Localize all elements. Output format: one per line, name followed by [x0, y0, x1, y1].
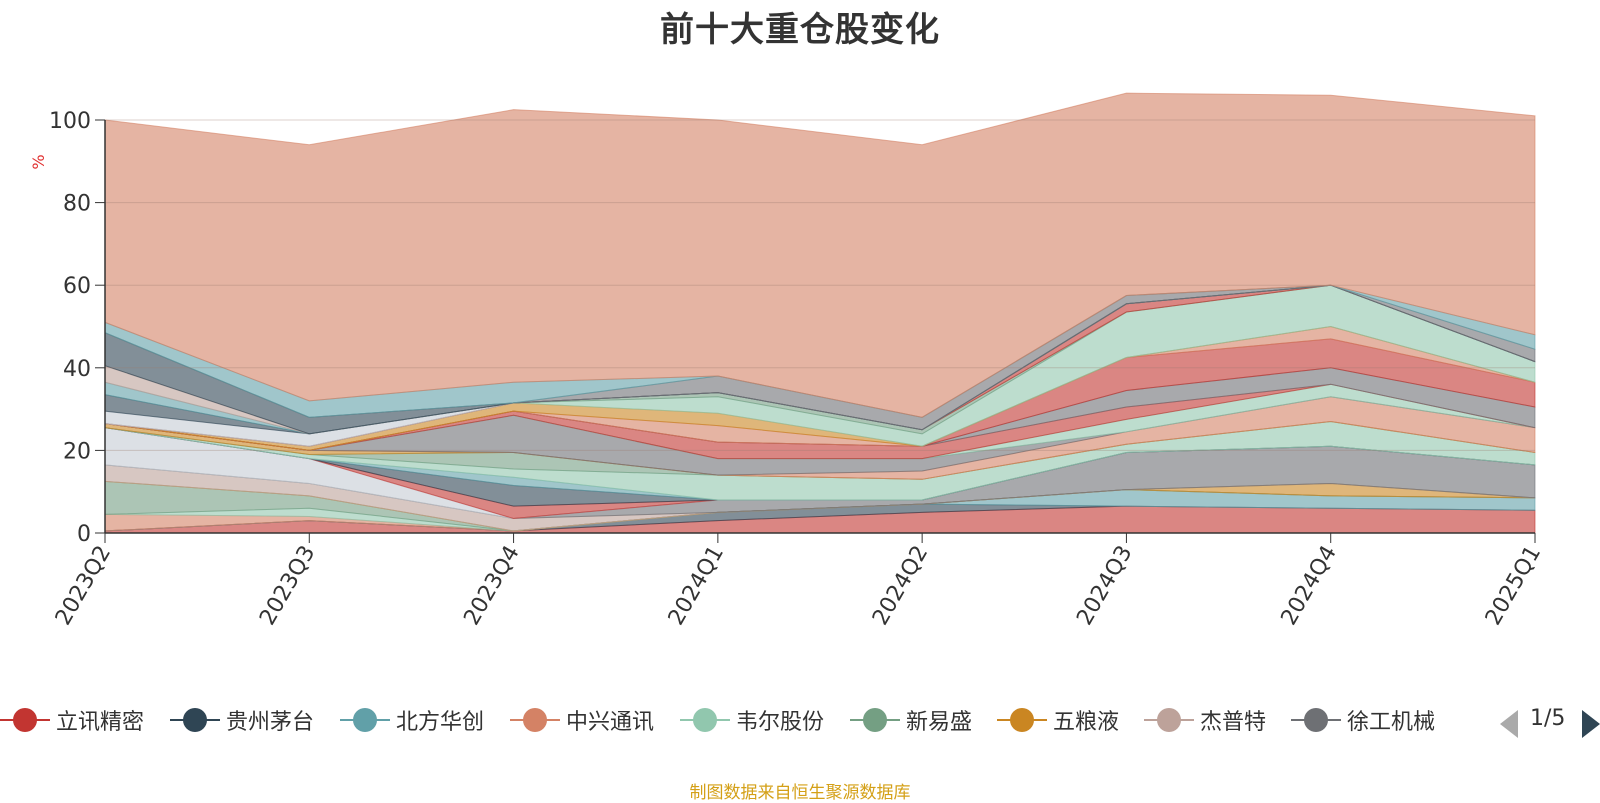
legend-label: 杰普特: [1200, 710, 1267, 735]
legend-page-indicator: 1/5: [1530, 706, 1566, 731]
legend: 立讯精密 贵州茅台 北方华创 中兴通讯 韦尔股份 新易盛 五粮液 杰普特 徐工机械 1/5: [0, 700, 1600, 740]
legend-marker-icon: [340, 700, 390, 740]
legend-label: 韦尔股份: [736, 710, 825, 735]
legend-marker-icon: [680, 700, 730, 740]
x-tick-label-2024Q2: 2024Q2: [868, 542, 933, 630]
legend-prev-icon[interactable]: [1500, 710, 1518, 738]
legend-next-icon[interactable]: [1582, 710, 1600, 738]
legend-marker-icon: [170, 700, 220, 740]
legend-item-4[interactable]: 韦尔股份: [680, 700, 824, 740]
area-series-34: [104, 92, 1536, 418]
x-tick-label-2023Q2: 2023Q2: [51, 542, 116, 630]
source-note: 制图数据来自恒生聚源数据库: [689, 783, 911, 803]
legend-label: 新易盛: [906, 710, 973, 735]
legend-marker-icon: [1144, 700, 1194, 740]
legend-marker-icon: [510, 700, 560, 740]
legend-item-8[interactable]: 徐工机械: [1291, 700, 1435, 740]
legend-marker-icon: [997, 700, 1047, 740]
legend-item-1[interactable]: 贵州茅台: [170, 700, 314, 740]
x-tick-label-2024Q4: 2024Q4: [1277, 542, 1342, 630]
legend-item-3[interactable]: 中兴通讯: [510, 700, 654, 740]
y-tick-label-60: 60: [63, 274, 91, 299]
legend-items: 立讯精密 贵州茅台 北方华创 中兴通讯 韦尔股份 新易盛 五粮液 杰普特 徐工机械: [0, 700, 1480, 740]
legend-label: 北方华创: [396, 710, 485, 735]
legend-label: 立讯精密: [56, 710, 145, 735]
y-tick-label-20: 20: [63, 439, 91, 464]
y-tick-label-80: 80: [63, 192, 91, 217]
x-tick-label-2023Q3: 2023Q3: [255, 542, 320, 630]
legend-item-5[interactable]: 新易盛: [850, 700, 972, 740]
legend-label: 徐工机械: [1347, 710, 1436, 735]
legend-item-0[interactable]: 立讯精密: [0, 700, 144, 740]
legend-marker-icon: [0, 700, 50, 740]
x-tick-label-2025Q1: 2025Q1: [1481, 542, 1546, 630]
legend-label: 中兴通讯: [566, 710, 655, 735]
x-tick-label-2023Q4: 2023Q4: [459, 542, 524, 630]
chart-title: 前十大重仓股变化: [660, 10, 940, 50]
legend-item-6[interactable]: 五粮液: [997, 700, 1119, 740]
y-axis-label: %: [29, 154, 48, 169]
legend-marker-icon: [1291, 700, 1341, 740]
legend-marker-icon: [850, 700, 900, 740]
legend-item-2[interactable]: 北方华创: [340, 700, 484, 740]
legend-item-7[interactable]: 杰普特: [1144, 700, 1266, 740]
legend-pager: 1/5: [1500, 700, 1600, 740]
y-tick-label-40: 40: [63, 357, 91, 382]
legend-label: 五粮液: [1053, 710, 1120, 735]
x-tick-label-2024Q1: 2024Q1: [664, 542, 729, 630]
y-tick-label-0: 0: [77, 522, 91, 547]
y-tick-label-100: 100: [49, 109, 91, 134]
legend-label: 贵州茅台: [226, 710, 315, 735]
x-tick-label-2024Q3: 2024Q3: [1072, 542, 1137, 630]
